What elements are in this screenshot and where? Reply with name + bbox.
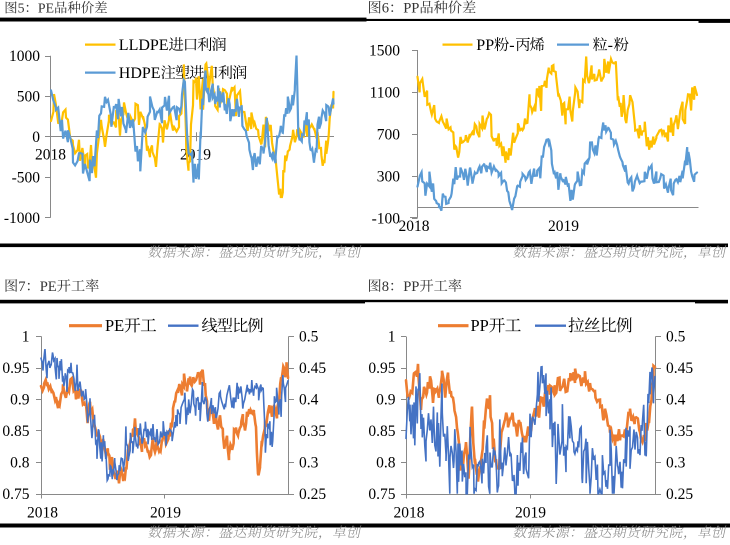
svg-text:PP: PP: [403, 0, 419, 16]
svg-text:1100: 1100: [370, 84, 401, 101]
svg-text:LLDPE: LLDPE: [119, 37, 169, 54]
svg-text:2019: 2019: [515, 504, 546, 521]
svg-text:0: 0: [32, 129, 40, 146]
svg-text:2019: 2019: [180, 147, 211, 164]
svg-text:0.45: 0.45: [299, 360, 326, 377]
svg-text:0.5: 0.5: [299, 329, 319, 346]
svg-text:1: 1: [388, 329, 396, 346]
svg-text:1: 1: [22, 329, 30, 346]
svg-text:7: 7: [18, 279, 25, 295]
svg-text:0.75: 0.75: [2, 486, 29, 503]
svg-text:HDPE: HDPE: [119, 65, 161, 82]
svg-text:0.3: 0.3: [299, 455, 319, 472]
svg-text:0.8: 0.8: [10, 455, 30, 472]
svg-text:6: 6: [382, 0, 389, 16]
svg-text:PE: PE: [38, 0, 54, 15]
svg-text:0.45: 0.45: [666, 360, 693, 377]
svg-text:0.35: 0.35: [666, 423, 693, 440]
svg-text:1500: 1500: [369, 42, 400, 59]
svg-text:300: 300: [377, 169, 401, 186]
svg-text:0.85: 0.85: [2, 423, 29, 440]
svg-text:-: -: [608, 37, 613, 54]
svg-text:500: 500: [17, 89, 41, 106]
svg-text:0.5: 0.5: [666, 329, 686, 346]
svg-text:2018: 2018: [394, 504, 425, 521]
svg-text:-: -: [509, 37, 514, 54]
svg-text:PE: PE: [40, 279, 57, 295]
svg-text:2019: 2019: [548, 218, 579, 235]
svg-text:2018: 2018: [35, 147, 66, 164]
svg-text:-100: -100: [372, 211, 401, 228]
svg-text:2018: 2018: [27, 504, 58, 521]
svg-text:2018: 2018: [399, 218, 430, 235]
svg-text:0.75: 0.75: [368, 486, 395, 503]
svg-text:0.95: 0.95: [2, 360, 29, 377]
svg-text:0.3: 0.3: [666, 455, 686, 472]
svg-text:700: 700: [377, 127, 401, 144]
svg-text:0.25: 0.25: [666, 486, 693, 503]
svg-text:PP: PP: [476, 37, 494, 54]
svg-text:0.25: 0.25: [299, 486, 326, 503]
svg-text:0.95: 0.95: [368, 360, 395, 377]
svg-text:-500: -500: [12, 169, 41, 186]
svg-text:0.35: 0.35: [299, 423, 326, 440]
svg-text:-1000: -1000: [4, 210, 40, 227]
svg-text:0.8: 0.8: [376, 455, 396, 472]
svg-text:PP: PP: [403, 279, 419, 295]
svg-text:5: 5: [18, 0, 25, 15]
svg-text:0.9: 0.9: [10, 392, 30, 409]
svg-text:8: 8: [382, 279, 389, 295]
svg-text:PP: PP: [471, 316, 489, 335]
svg-text:0.4: 0.4: [299, 392, 319, 409]
svg-text:0.85: 0.85: [368, 423, 395, 440]
svg-text:PE: PE: [105, 316, 124, 335]
svg-text:1000: 1000: [9, 48, 40, 65]
svg-text:0.9: 0.9: [376, 392, 396, 409]
svg-text:2019: 2019: [150, 504, 181, 521]
svg-text:0.4: 0.4: [666, 392, 686, 409]
